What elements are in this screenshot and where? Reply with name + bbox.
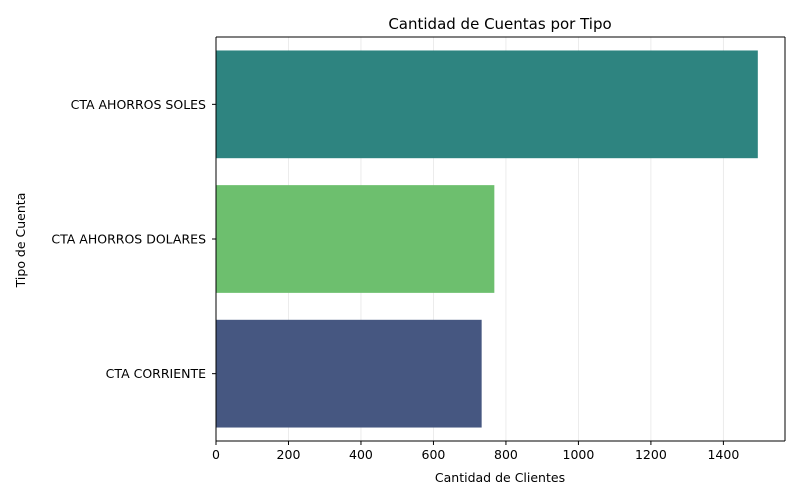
y-tick-label: CTA AHORROS DOLARES bbox=[51, 232, 206, 247]
x-tick-label: 600 bbox=[422, 447, 446, 462]
chart-title: Cantidad de Cuentas por Tipo bbox=[388, 15, 611, 33]
bar bbox=[216, 185, 495, 293]
x-tick-label: 1400 bbox=[707, 447, 739, 462]
y-axis-title: Tipo de Cuenta bbox=[13, 193, 28, 289]
bar bbox=[216, 319, 482, 428]
y-ticks: CTA AHORROS SOLES CTA AHORROS DOLARES CTA … bbox=[51, 97, 216, 381]
x-tick-label: 0 bbox=[212, 447, 220, 462]
x-tick-label: 800 bbox=[494, 447, 518, 462]
x-ticks: 0 200 400 600 800 1000 1200 1400 bbox=[212, 441, 739, 462]
x-tick-label: 1000 bbox=[563, 447, 595, 462]
x-tick-label: 200 bbox=[277, 447, 301, 462]
x-tick-label: 1200 bbox=[635, 447, 667, 462]
x-axis-title: Cantidad de Clientes bbox=[435, 470, 565, 485]
y-tick-label: CTA AHORROS SOLES bbox=[71, 97, 206, 112]
bar bbox=[216, 50, 758, 159]
bars-layer bbox=[216, 50, 758, 428]
y-tick-label: CTA CORRIENTE bbox=[106, 366, 206, 381]
x-tick-label: 400 bbox=[349, 447, 373, 462]
